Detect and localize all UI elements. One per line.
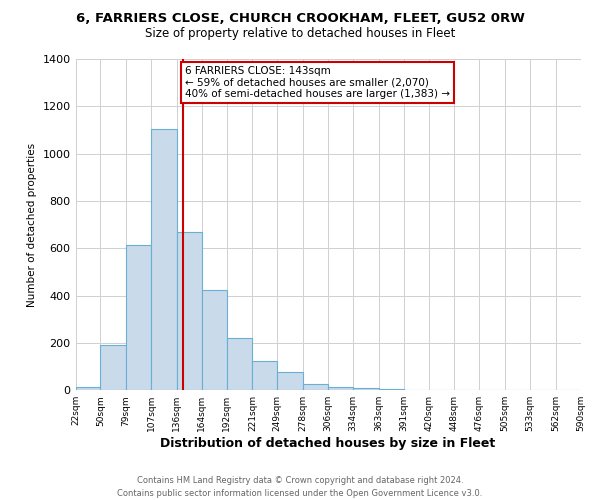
Text: Contains HM Land Registry data © Crown copyright and database right 2024.
Contai: Contains HM Land Registry data © Crown c… — [118, 476, 482, 498]
Bar — [353, 388, 379, 390]
Bar — [76, 386, 100, 390]
Bar — [277, 372, 303, 390]
Text: 6 FARRIERS CLOSE: 143sqm
← 59% of detached houses are smaller (2,070)
40% of sem: 6 FARRIERS CLOSE: 143sqm ← 59% of detach… — [185, 66, 450, 100]
Bar — [253, 360, 277, 390]
Bar — [100, 344, 126, 390]
Bar — [126, 244, 151, 390]
X-axis label: Distribution of detached houses by size in Fleet: Distribution of detached houses by size … — [160, 437, 496, 450]
Bar — [151, 129, 177, 390]
Y-axis label: Number of detached properties: Number of detached properties — [27, 142, 37, 306]
Bar — [379, 389, 404, 390]
Bar — [202, 290, 227, 390]
Bar — [227, 338, 253, 390]
Bar — [303, 384, 328, 390]
Bar — [177, 232, 202, 390]
Text: 6, FARRIERS CLOSE, CHURCH CROOKHAM, FLEET, GU52 0RW: 6, FARRIERS CLOSE, CHURCH CROOKHAM, FLEE… — [76, 12, 524, 26]
Bar — [328, 386, 353, 390]
Text: Size of property relative to detached houses in Fleet: Size of property relative to detached ho… — [145, 28, 455, 40]
